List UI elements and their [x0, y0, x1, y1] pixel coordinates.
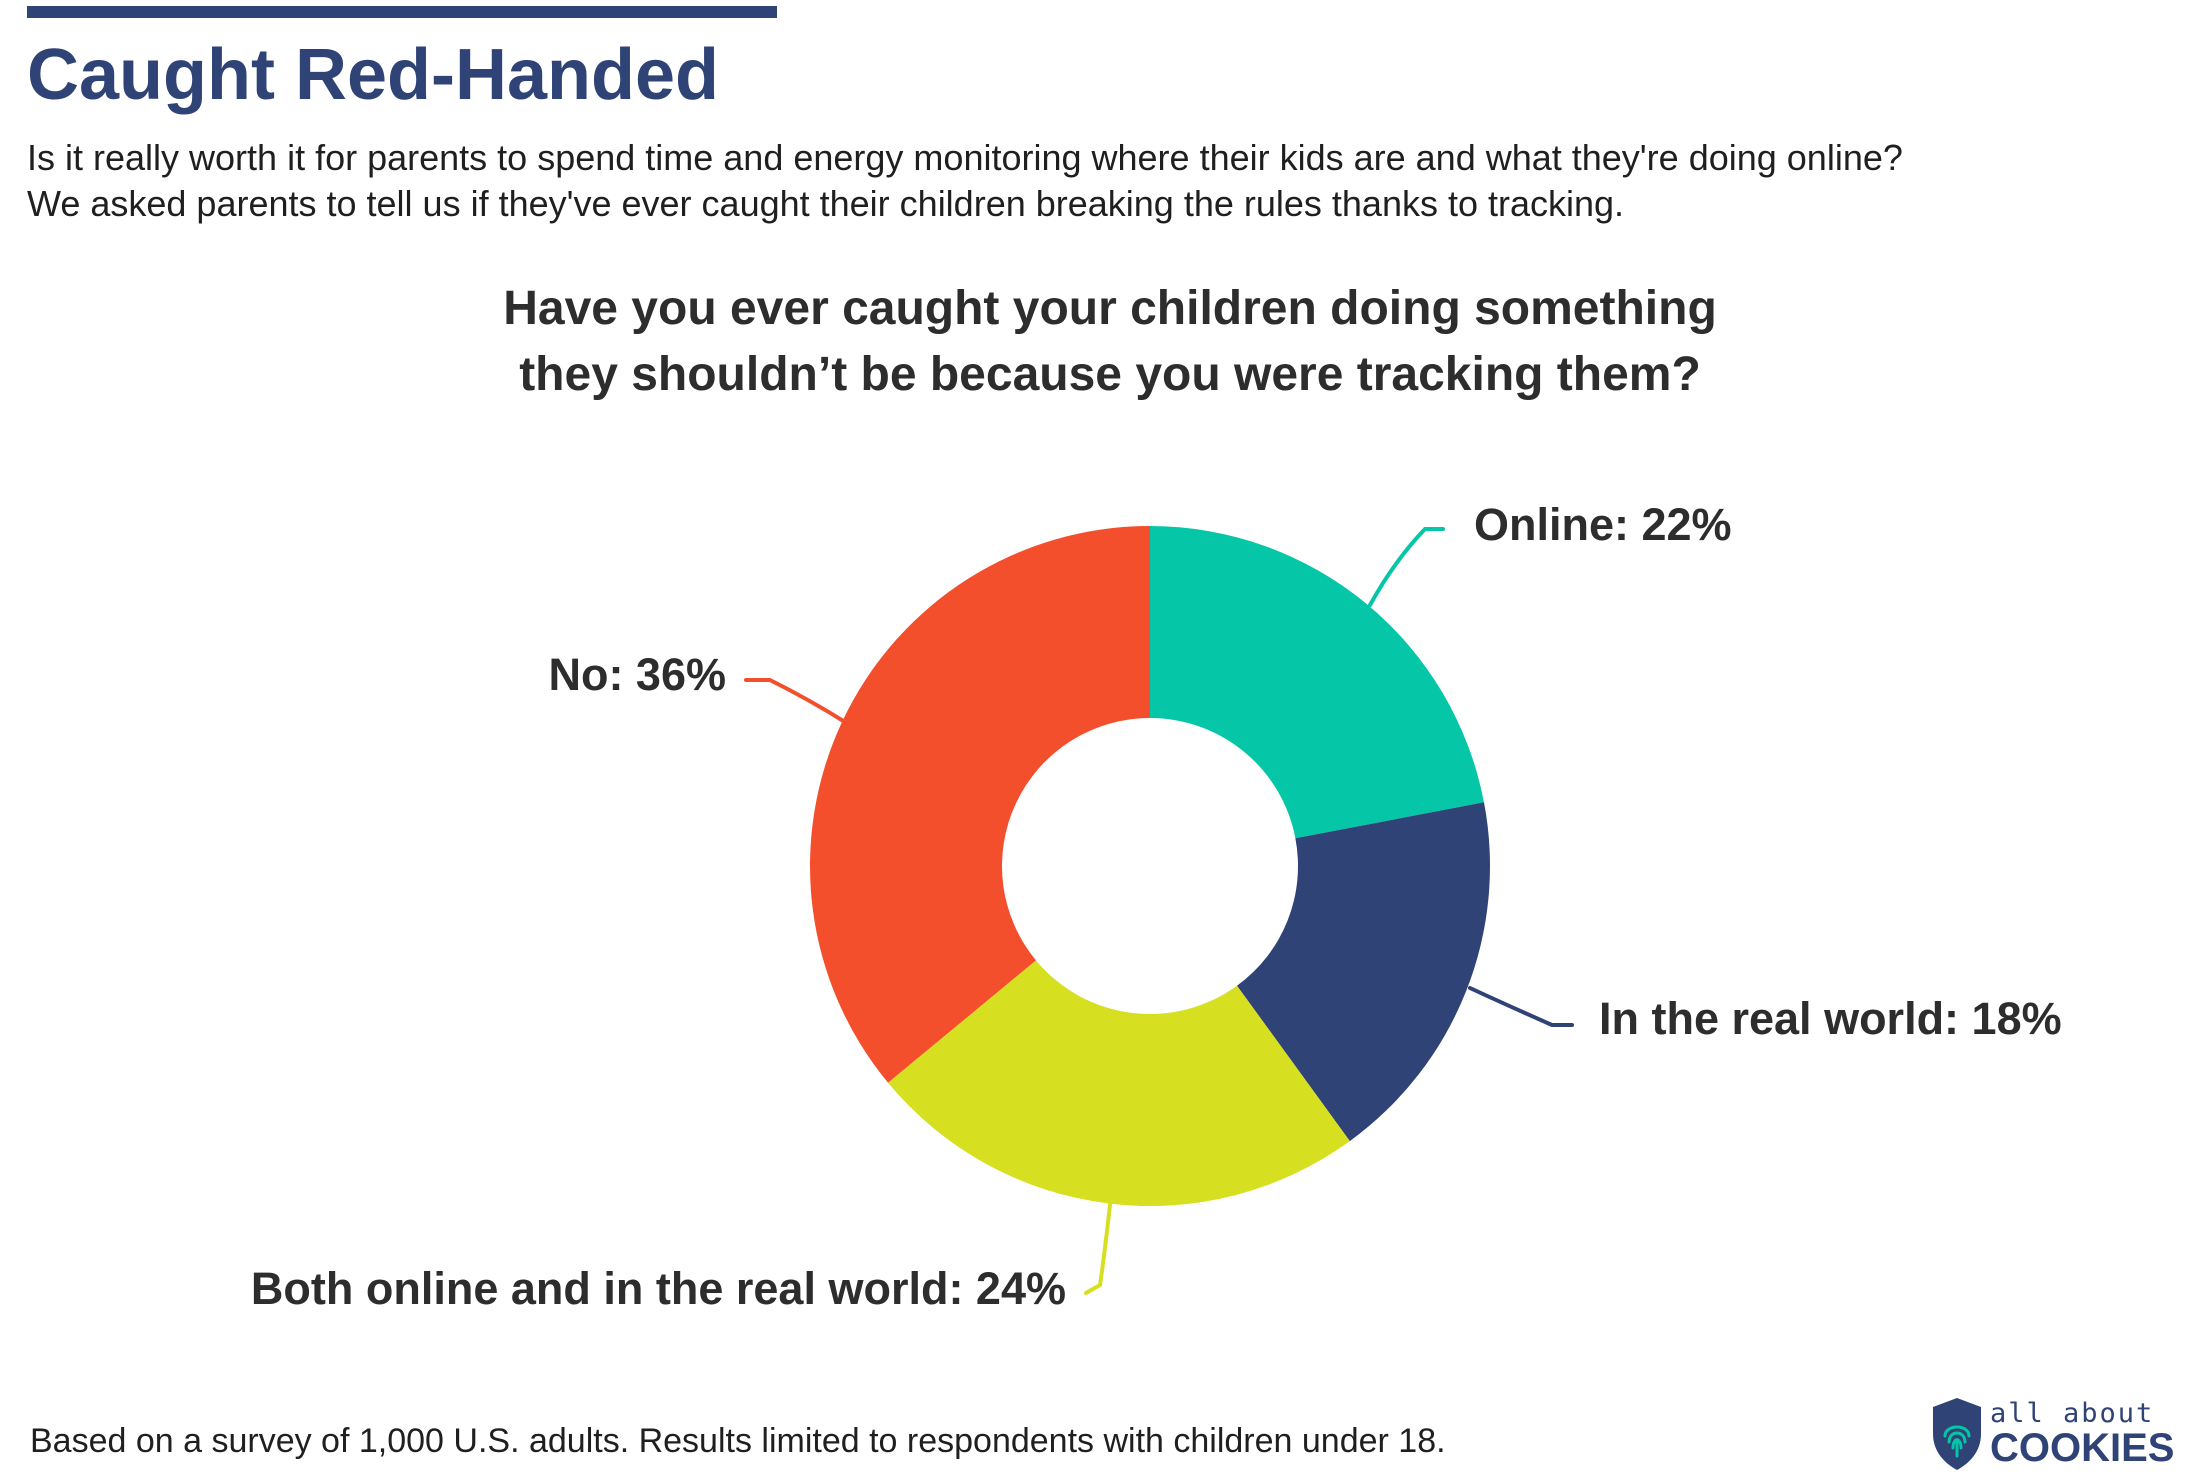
all-about-cookies-logo: all about COOKIES — [1930, 1396, 2174, 1472]
leader-line — [1084, 1203, 1112, 1295]
chart-question-line-2: they shouldn’t be because you were track… — [519, 348, 1701, 401]
donut-chart: Online: 22% In the real world: 18% Both on… — [251, 499, 2062, 1314]
leader-line — [1368, 527, 1445, 607]
logo-text-bottom: COOKIES — [1990, 1426, 2175, 1470]
footnote: Based on a survey of 1,000 U.S. adults. … — [30, 1422, 1446, 1460]
slice-label: Online: 22% — [1474, 499, 1732, 550]
page-title: Caught Red-Handed — [27, 35, 719, 115]
intro-line-1: Is it really worth it for parents to spe… — [27, 137, 1903, 178]
leader-line — [744, 678, 847, 724]
intro-line-2: We asked parents to tell us if they've e… — [27, 183, 1625, 224]
chart-question-line-1: Have you ever caught your children doing… — [503, 282, 1717, 335]
header-rule — [27, 6, 777, 18]
slice-online — [1150, 526, 1484, 839]
slice-label: In the real world: 18% — [1599, 993, 2062, 1044]
leader-line — [1468, 986, 1574, 1027]
fingerprint-shield-icon — [1933, 1398, 1981, 1470]
slice-label: No: 36% — [548, 649, 726, 700]
slice-both-online-and-in-the-real-world — [888, 960, 1350, 1207]
logo-text-top: all about — [1990, 1398, 2155, 1429]
slice-in-the-real-world — [1236, 802, 1490, 1142]
slice-no — [810, 526, 1150, 1083]
slice-label: Both online and in the real world: 24% — [251, 1263, 1066, 1314]
